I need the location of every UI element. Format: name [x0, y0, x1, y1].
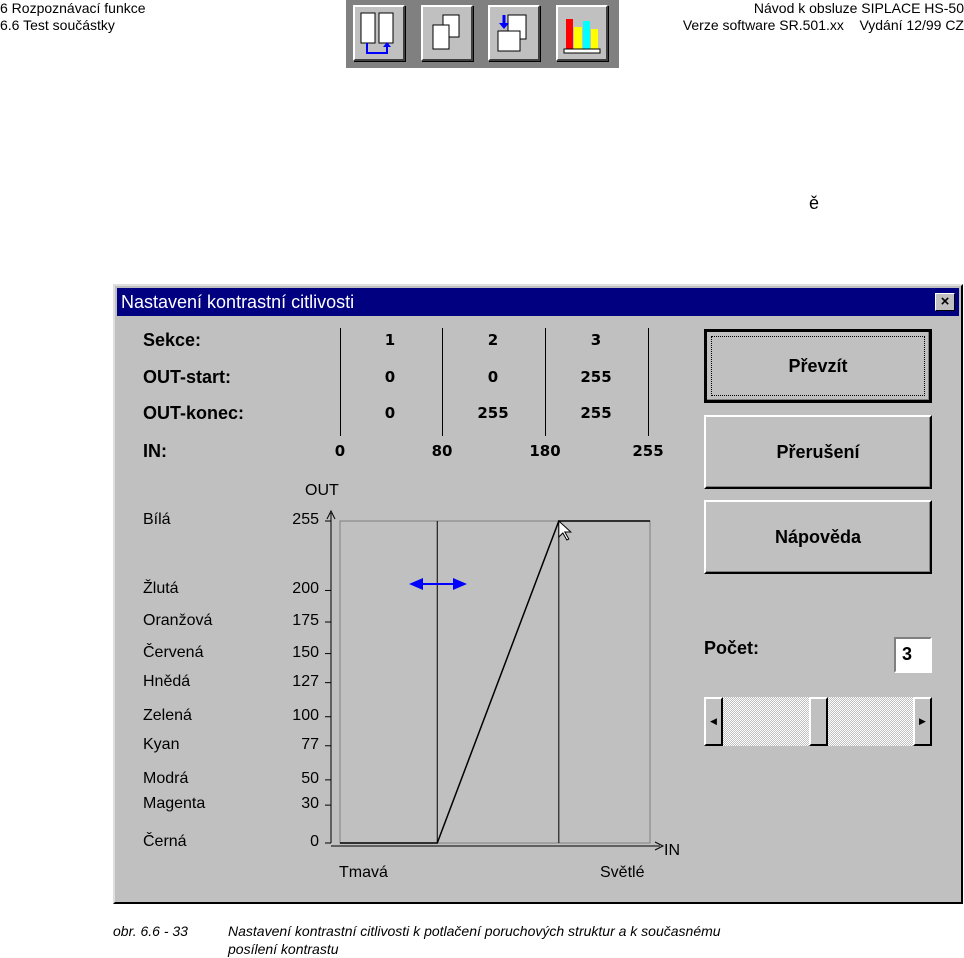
- prevzit-button[interactable]: Převzít: [704, 329, 932, 403]
- y-tick-label: 175: [292, 612, 319, 630]
- header-left: 6 Rozpoznávací funkce 6.6 Test součástky: [0, 0, 146, 34]
- figure-number: obr. 6.6 - 33: [113, 923, 188, 939]
- contrast-dialog: Nastavení kontrastní citlivosti × Sekce:…: [113, 284, 963, 904]
- dialog-title: Nastavení kontrastní citlivosti: [121, 292, 355, 312]
- document-swap-icon[interactable]: [488, 5, 540, 61]
- y-tick-label: 50: [301, 769, 319, 787]
- level-name: Žlutá: [143, 580, 179, 598]
- figure-caption-cont: posílení kontrastu: [228, 941, 339, 957]
- out-start-value: 0: [487, 368, 499, 386]
- scroll-right-button[interactable]: ▶: [913, 697, 932, 746]
- out-konec-value: 255: [580, 404, 612, 422]
- level-name: Oranžová: [143, 612, 213, 630]
- divider: [545, 328, 546, 436]
- close-button[interactable]: ×: [935, 293, 955, 311]
- books-icon[interactable]: [556, 5, 608, 61]
- preruseni-button[interactable]: Přerušení: [704, 415, 932, 489]
- out-axis-label: OUT: [305, 482, 339, 499]
- out-start-label: OUT-start:: [143, 367, 232, 387]
- header-right: Návod k obsluze SIPLACE HS-50 Verze soft…: [683, 0, 964, 34]
- level-name: Zelená: [143, 706, 192, 724]
- level-name: Bílá: [143, 511, 171, 528]
- stray-character: ě: [809, 193, 820, 213]
- level-name: Černá: [143, 833, 187, 850]
- y-tick-label: 30: [301, 795, 319, 813]
- x-right-label: Světlé: [600, 864, 645, 881]
- y-tick-label: 100: [292, 706, 319, 724]
- pages-icon[interactable]: [421, 5, 473, 61]
- y-tick-label: 150: [292, 643, 319, 661]
- out-konec-value: 255: [477, 404, 509, 422]
- pocet-input[interactable]: 3: [894, 637, 932, 673]
- divider: [442, 328, 443, 436]
- figure-caption: Nastavení kontrastní citlivosti k potlač…: [228, 923, 721, 939]
- in-label: IN:: [143, 441, 167, 461]
- x-left-label: Tmavá: [339, 864, 388, 881]
- button-label: Převzít: [788, 355, 848, 376]
- in-value: 180: [529, 442, 561, 460]
- two-columns-icon[interactable]: [353, 5, 405, 61]
- scroll-left-button[interactable]: ◀: [704, 697, 723, 746]
- y-axis-arrow: [326, 509, 336, 520]
- arrow-right-icon: ▶: [919, 716, 926, 726]
- chapter-title: 6 Rozpoznávací funkce: [0, 0, 146, 16]
- drag-arrow-heads-icon: [409, 578, 467, 590]
- in-axis-label: IN: [664, 842, 680, 859]
- close-icon: ×: [940, 293, 950, 310]
- in-value: 0: [334, 442, 346, 460]
- dialog-titlebar: Nastavení kontrastní citlivosti ×: [117, 288, 959, 316]
- cursor-icon: [558, 519, 573, 541]
- transfer-curve: [340, 520, 650, 844]
- sekce-value: 3: [590, 331, 602, 349]
- pocet-scrollbar[interactable]: ◀ ▶: [704, 697, 932, 746]
- out-konec-value: 0: [384, 404, 396, 422]
- y-tick-label: 127: [292, 672, 319, 690]
- out-konec-label: OUT-konec:: [143, 403, 245, 423]
- toolbar: [346, 0, 619, 68]
- out-start-value: 255: [580, 368, 612, 386]
- y-tick-label: 255: [292, 511, 319, 528]
- manual-title: Návod k obsluze SIPLACE HS-50: [753, 0, 964, 16]
- arrow-left-icon: ◀: [710, 716, 717, 726]
- level-name: Červená: [143, 643, 204, 661]
- sekce-label: Sekce:: [143, 330, 202, 350]
- napoveda-button[interactable]: Nápověda: [704, 500, 932, 574]
- sekce-value: 1: [384, 331, 396, 349]
- divider: [648, 328, 649, 436]
- level-name: Kyan: [143, 735, 180, 753]
- y-tick-label: 200: [292, 580, 319, 598]
- in-value: 255: [632, 442, 664, 460]
- sekce-value: 2: [487, 331, 499, 349]
- x-axis-arrow: [654, 841, 665, 851]
- y-tick-label: 0: [310, 833, 319, 850]
- button-label: Přerušení: [776, 441, 860, 462]
- level-name: Modrá: [143, 769, 189, 787]
- divider: [340, 328, 341, 436]
- section-title: 6.6 Test součástky: [0, 17, 115, 33]
- pocet-label: Počet:: [704, 638, 760, 658]
- in-value: 80: [431, 442, 453, 460]
- button-label: Nápověda: [774, 526, 862, 547]
- scroll-thumb[interactable]: [808, 697, 828, 746]
- version-info: Verze software SR.501.xx Vydání 12/99 CZ: [682, 17, 964, 33]
- y-tick-label: 77: [301, 735, 319, 753]
- plot-frame: [339, 520, 651, 844]
- level-name: Hnědá: [143, 672, 191, 690]
- level-name: Magenta: [143, 795, 206, 813]
- transfer-graph[interactable]: [115, 286, 964, 906]
- out-start-value: 0: [384, 368, 396, 386]
